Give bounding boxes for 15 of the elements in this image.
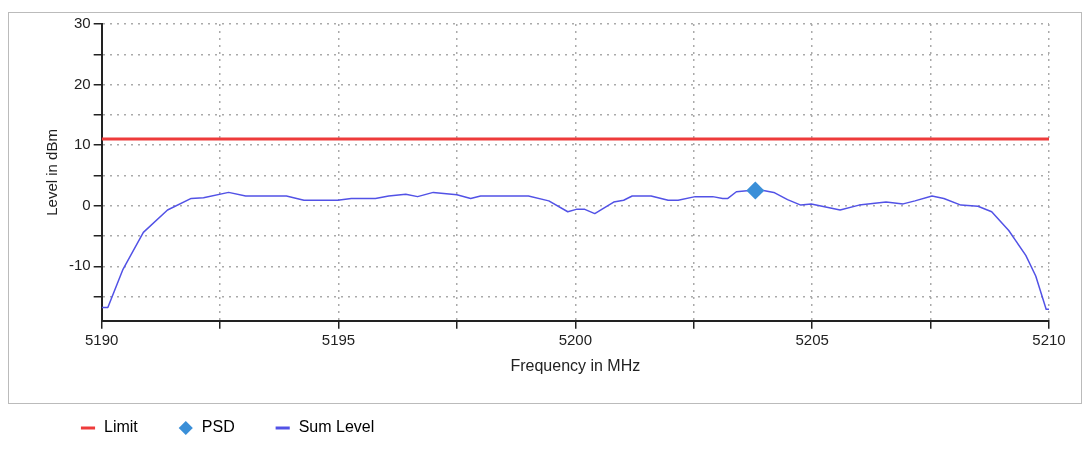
- x-tick-label: 5190: [84, 330, 119, 348]
- legend-label: Limit: [104, 418, 139, 436]
- y-tick-label: 20: [73, 74, 91, 92]
- y-tick-label: 30: [73, 14, 91, 32]
- legend-label: Sum Level: [298, 418, 375, 436]
- y-tick-label: 0: [82, 195, 91, 213]
- x-tick-label: 5200: [558, 330, 593, 348]
- legend-label: PSD: [201, 418, 235, 436]
- x-tick-label: 5210: [1032, 330, 1066, 348]
- y-axis-title: Level in dBm: [43, 129, 61, 216]
- y-tick-label: 10: [73, 135, 91, 153]
- y-tick-label: -10: [68, 256, 91, 274]
- x-axis-title: Frequency in MHz: [510, 356, 641, 374]
- x-tick-label: 5195: [321, 330, 356, 348]
- x-tick-label: 5205: [795, 330, 829, 348]
